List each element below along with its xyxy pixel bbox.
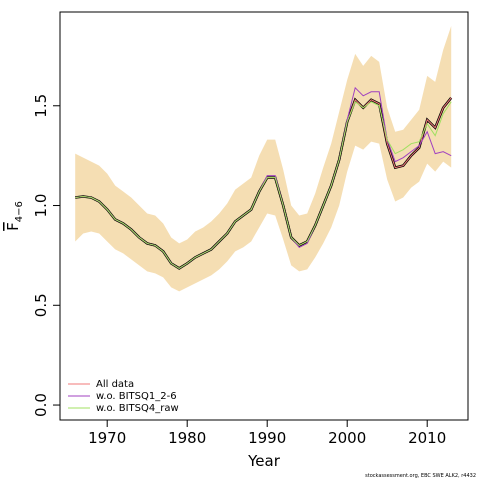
plot-frame (59, 11, 469, 421)
y-tick-label: 1.0 (32, 194, 50, 218)
legend-label: w.o. BITSQ4_raw (96, 403, 179, 414)
x-tick-label: 1970 (88, 429, 126, 447)
y-tick-label: 1.5 (32, 94, 50, 118)
x-tick-label: 2010 (408, 429, 446, 447)
y-axis-label: F4−6 (4, 201, 25, 231)
y-label-sub: 4−6 (14, 201, 25, 222)
confidence-band (75, 25, 452, 292)
x-tick-label: 2000 (328, 429, 366, 447)
y-tick-label: 0.5 (32, 293, 50, 317)
x-tick-label: 1990 (248, 429, 286, 447)
series-line (75, 100, 452, 269)
y-tick-label: 0.0 (32, 393, 50, 417)
legend-label: All data (96, 379, 134, 390)
x-axis-label: Year (247, 452, 281, 470)
y-axis-label-group: F4−6 (4, 201, 25, 231)
y-label-main: F (4, 222, 22, 231)
footnote: stockassessment.org, EBC SWE ALK2, r4432 (365, 473, 476, 479)
x-tick-label: 1980 (168, 429, 206, 447)
legend-label: w.o. BITSQ1_2-6 (96, 391, 177, 402)
